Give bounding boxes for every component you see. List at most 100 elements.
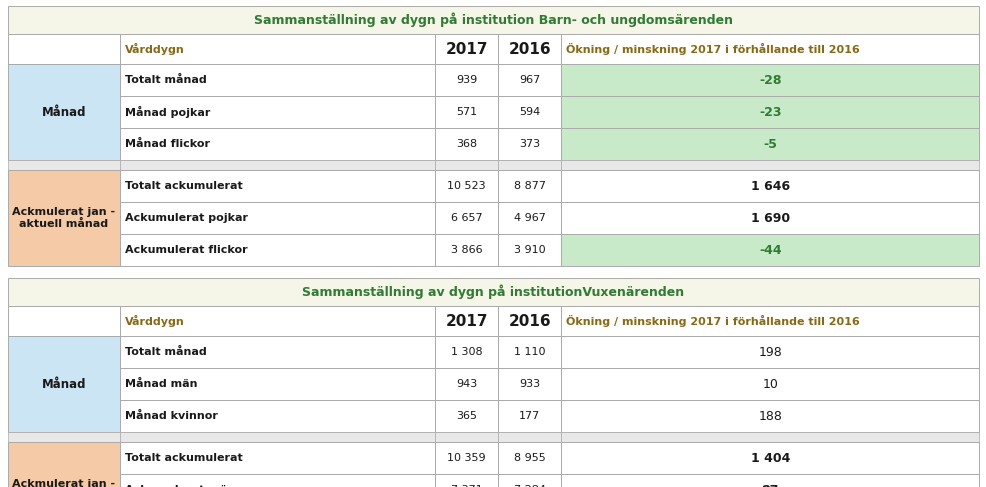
Bar bbox=[8, 442, 119, 487]
Bar bbox=[561, 170, 978, 202]
Bar bbox=[8, 34, 119, 64]
Bar bbox=[119, 160, 435, 170]
Bar bbox=[561, 128, 978, 160]
Text: 1 110: 1 110 bbox=[514, 347, 545, 357]
Bar bbox=[435, 96, 498, 128]
Bar bbox=[561, 306, 978, 336]
Text: 8 955: 8 955 bbox=[514, 453, 545, 463]
Bar bbox=[498, 442, 561, 474]
Bar bbox=[119, 336, 435, 368]
Bar bbox=[8, 432, 119, 442]
Bar bbox=[435, 432, 498, 442]
Bar bbox=[498, 474, 561, 487]
Text: 365: 365 bbox=[456, 411, 477, 421]
Text: Totalt månad: Totalt månad bbox=[124, 347, 206, 357]
Bar bbox=[119, 432, 435, 442]
Bar bbox=[119, 170, 435, 202]
Text: 1 646: 1 646 bbox=[750, 180, 789, 192]
Bar bbox=[119, 202, 435, 234]
Bar bbox=[435, 202, 498, 234]
Bar bbox=[498, 368, 561, 400]
Bar bbox=[435, 34, 498, 64]
Bar bbox=[498, 336, 561, 368]
Text: -28: -28 bbox=[758, 74, 781, 87]
Bar bbox=[435, 400, 498, 432]
Bar bbox=[498, 160, 561, 170]
Text: 368: 368 bbox=[456, 139, 477, 149]
Bar bbox=[498, 400, 561, 432]
Bar bbox=[119, 234, 435, 266]
Text: Sammanställning av dygn på institutionVuxenärenden: Sammanställning av dygn på institutionVu… bbox=[302, 285, 684, 300]
Text: 188: 188 bbox=[757, 410, 781, 423]
Bar bbox=[561, 64, 978, 96]
Text: 967: 967 bbox=[519, 75, 540, 85]
Bar bbox=[8, 6, 978, 34]
Text: 3 910: 3 910 bbox=[514, 245, 545, 255]
Bar bbox=[498, 170, 561, 202]
Text: Totalt ackumulerat: Totalt ackumulerat bbox=[124, 453, 243, 463]
Text: 594: 594 bbox=[519, 107, 540, 117]
Bar bbox=[8, 64, 119, 160]
Bar bbox=[119, 474, 435, 487]
Text: 198: 198 bbox=[757, 345, 781, 358]
Text: Månad män: Månad män bbox=[124, 379, 197, 389]
Text: 2017: 2017 bbox=[445, 41, 487, 56]
Text: 4 967: 4 967 bbox=[514, 213, 545, 223]
Text: 3 866: 3 866 bbox=[451, 245, 482, 255]
Bar bbox=[561, 474, 978, 487]
Bar bbox=[119, 34, 435, 64]
Text: Månad kvinnor: Månad kvinnor bbox=[124, 411, 217, 421]
Text: 933: 933 bbox=[519, 379, 540, 389]
Text: Månad: Månad bbox=[41, 377, 86, 391]
Bar bbox=[435, 336, 498, 368]
Bar bbox=[561, 368, 978, 400]
Text: 571: 571 bbox=[456, 107, 477, 117]
Text: Ökning / minskning 2017 i förhållande till 2016: Ökning / minskning 2017 i förhållande ti… bbox=[566, 315, 860, 327]
Bar bbox=[435, 442, 498, 474]
Bar bbox=[498, 306, 561, 336]
Text: 87: 87 bbox=[761, 484, 778, 487]
Bar bbox=[8, 160, 119, 170]
Text: 2016: 2016 bbox=[508, 314, 550, 329]
Bar bbox=[435, 474, 498, 487]
Bar bbox=[119, 64, 435, 96]
Bar bbox=[119, 368, 435, 400]
Text: Ackmulerat jan -
aktuell månad: Ackmulerat jan - aktuell månad bbox=[12, 207, 115, 229]
Bar bbox=[561, 336, 978, 368]
Bar bbox=[498, 34, 561, 64]
Bar bbox=[8, 306, 119, 336]
Text: Vårddygn: Vårddygn bbox=[124, 43, 184, 55]
Text: Månad flickor: Månad flickor bbox=[124, 139, 209, 149]
Text: Ackumulerat pojkar: Ackumulerat pojkar bbox=[124, 213, 247, 223]
Bar bbox=[435, 64, 498, 96]
Bar bbox=[498, 432, 561, 442]
Bar bbox=[435, 160, 498, 170]
Text: 1 690: 1 690 bbox=[750, 211, 789, 225]
Bar bbox=[561, 96, 978, 128]
Text: Ökning / minskning 2017 i förhållande till 2016: Ökning / minskning 2017 i förhållande ti… bbox=[566, 43, 860, 55]
Bar bbox=[119, 96, 435, 128]
Bar bbox=[119, 442, 435, 474]
Bar bbox=[435, 368, 498, 400]
Text: Ackumulerat män: Ackumulerat män bbox=[124, 485, 235, 487]
Text: 943: 943 bbox=[456, 379, 477, 389]
Text: 7 371: 7 371 bbox=[451, 485, 482, 487]
Text: 1 308: 1 308 bbox=[451, 347, 482, 357]
Text: -44: -44 bbox=[758, 244, 781, 257]
Bar bbox=[561, 160, 978, 170]
Bar bbox=[435, 234, 498, 266]
Text: Månad: Månad bbox=[41, 106, 86, 118]
Bar bbox=[561, 234, 978, 266]
Text: 373: 373 bbox=[519, 139, 540, 149]
Text: Ackmulerat jan -
aktuell månad: Ackmulerat jan - aktuell månad bbox=[12, 479, 115, 487]
Bar bbox=[435, 306, 498, 336]
Text: Ackumulerat flickor: Ackumulerat flickor bbox=[124, 245, 247, 255]
Text: 7 284: 7 284 bbox=[514, 485, 545, 487]
Text: 1 404: 1 404 bbox=[749, 451, 789, 465]
Bar bbox=[8, 278, 978, 306]
Bar bbox=[498, 128, 561, 160]
Bar bbox=[119, 306, 435, 336]
Text: Totalt månad: Totalt månad bbox=[124, 75, 206, 85]
Bar bbox=[561, 400, 978, 432]
Bar bbox=[119, 400, 435, 432]
